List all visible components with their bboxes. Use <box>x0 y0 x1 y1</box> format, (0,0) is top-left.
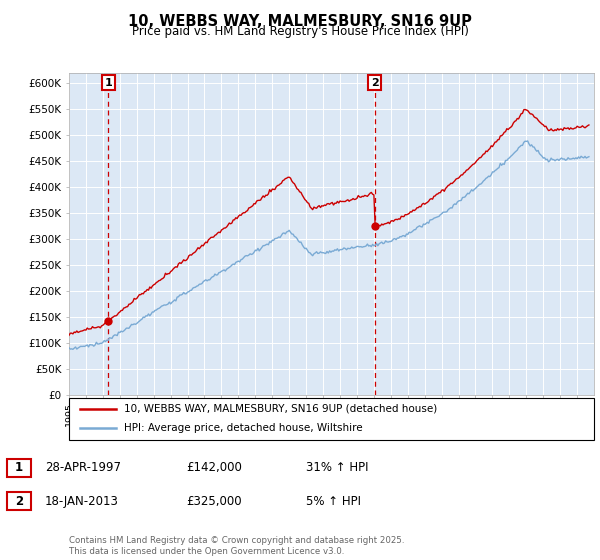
Text: 31% ↑ HPI: 31% ↑ HPI <box>306 461 368 474</box>
Text: 1: 1 <box>15 461 23 474</box>
Text: 5% ↑ HPI: 5% ↑ HPI <box>306 494 361 508</box>
Text: Contains HM Land Registry data © Crown copyright and database right 2025.
This d: Contains HM Land Registry data © Crown c… <box>69 536 404 556</box>
Text: £142,000: £142,000 <box>186 461 242 474</box>
Text: Price paid vs. HM Land Registry's House Price Index (HPI): Price paid vs. HM Land Registry's House … <box>131 25 469 38</box>
Text: 2: 2 <box>371 78 379 87</box>
FancyBboxPatch shape <box>69 398 594 440</box>
Text: 18-JAN-2013: 18-JAN-2013 <box>45 494 119 508</box>
Text: 10, WEBBS WAY, MALMESBURY, SN16 9UP: 10, WEBBS WAY, MALMESBURY, SN16 9UP <box>128 14 472 29</box>
Text: HPI: Average price, detached house, Wiltshire: HPI: Average price, detached house, Wilt… <box>124 423 363 433</box>
Text: 10, WEBBS WAY, MALMESBURY, SN16 9UP (detached house): 10, WEBBS WAY, MALMESBURY, SN16 9UP (det… <box>124 404 437 414</box>
Text: 1: 1 <box>104 78 112 87</box>
Text: 28-APR-1997: 28-APR-1997 <box>45 461 121 474</box>
Text: 2: 2 <box>15 494 23 508</box>
Text: £325,000: £325,000 <box>186 494 242 508</box>
